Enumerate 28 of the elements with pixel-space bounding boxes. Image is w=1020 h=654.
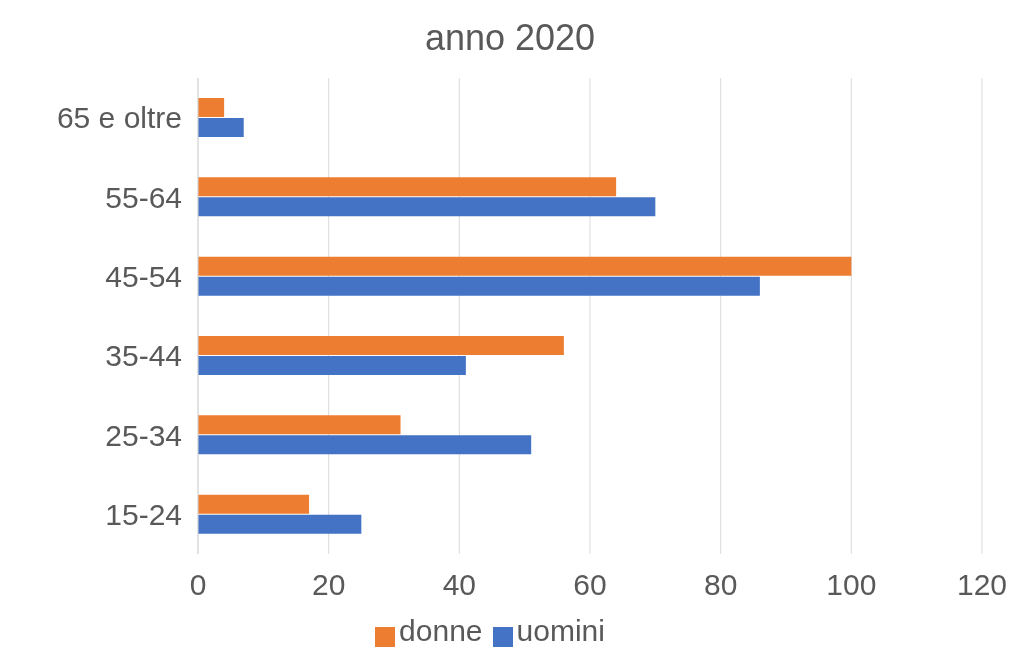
legend-label: uomini xyxy=(516,614,605,647)
x-tick-label: 120 xyxy=(956,568,1008,602)
bar xyxy=(198,336,564,355)
y-tick-label: 45-54 xyxy=(105,259,182,293)
y-tick-label: 35-44 xyxy=(105,339,182,373)
y-tick-label: 15-24 xyxy=(105,497,182,531)
x-tick-label: 40 xyxy=(442,568,477,602)
y-tick-label: 55-64 xyxy=(105,180,182,214)
bar xyxy=(198,276,760,296)
bar xyxy=(198,494,310,514)
bar xyxy=(198,415,401,435)
y-tick-label: 65 e oltre xyxy=(56,101,182,135)
x-tick-label: 60 xyxy=(573,568,607,602)
bar xyxy=(198,197,656,217)
bar xyxy=(198,177,617,197)
legend-label: donne xyxy=(399,614,483,647)
x-tick-label: 80 xyxy=(703,568,738,602)
bar xyxy=(198,514,362,534)
y-tick-label: 25-34 xyxy=(105,418,182,452)
bar xyxy=(198,256,852,276)
bar xyxy=(198,356,466,375)
bar xyxy=(198,118,244,137)
chart-title: anno 2020 xyxy=(423,16,597,60)
x-tick-label: 100 xyxy=(826,568,877,602)
bar xyxy=(198,98,225,117)
x-tick-label: 0 xyxy=(189,568,207,602)
x-tick-label: 20 xyxy=(311,568,346,602)
bar xyxy=(198,435,532,455)
